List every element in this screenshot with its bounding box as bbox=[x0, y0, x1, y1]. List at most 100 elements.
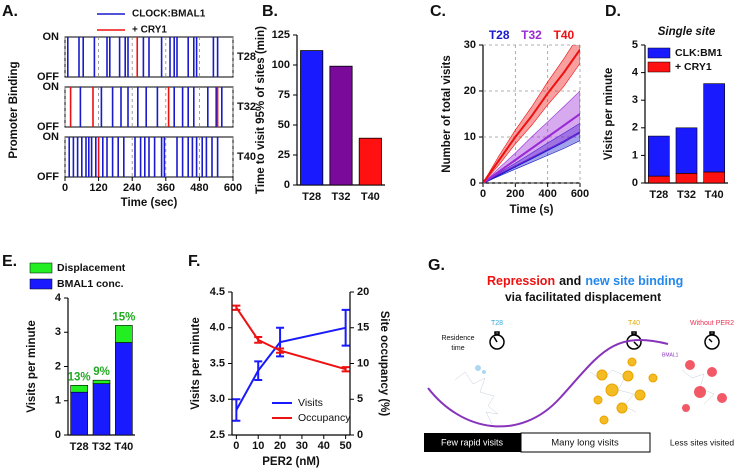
on-label: ON bbox=[43, 131, 60, 143]
error-bar bbox=[341, 366, 350, 373]
x-tick-label: T28 bbox=[302, 191, 321, 203]
legend-label: Visits bbox=[298, 397, 323, 409]
title-red: Repression bbox=[487, 274, 555, 288]
panel-label: F. bbox=[188, 253, 200, 270]
red-sites bbox=[682, 360, 727, 412]
x-tick-label: 120 bbox=[89, 182, 107, 194]
bar bbox=[358, 137, 382, 186]
bar-segment bbox=[648, 175, 670, 184]
legend-label: Occupancy bbox=[298, 412, 351, 424]
bar-segment bbox=[648, 135, 670, 177]
legend-label: + CRY1 bbox=[132, 25, 167, 36]
error-bar bbox=[341, 308, 350, 347]
y-tick-label: 2 bbox=[55, 360, 61, 372]
off-label: OFF bbox=[37, 71, 59, 83]
condition-label: Without PER2 bbox=[690, 320, 734, 327]
bar-segment bbox=[70, 391, 88, 436]
x-tick-label: T40 bbox=[114, 441, 133, 453]
bar-segment bbox=[675, 173, 698, 184]
bar-right bbox=[520, 432, 651, 453]
panel-label: B. bbox=[262, 3, 278, 20]
legend-label: T40 bbox=[553, 28, 574, 42]
panel-label: A. bbox=[2, 3, 18, 20]
y-tick-label: 0 bbox=[632, 177, 638, 189]
x-tick-label: 240 bbox=[123, 182, 141, 194]
y-tick-label: 3 bbox=[55, 326, 61, 338]
series-line bbox=[483, 49, 580, 183]
x-tick-label: T40 bbox=[361, 191, 380, 203]
panel-label: D. bbox=[605, 3, 621, 20]
title-blue: new site binding bbox=[585, 274, 683, 288]
legend-label: T28 bbox=[489, 28, 510, 42]
y-tick-label: 1 bbox=[55, 395, 61, 407]
y-axis-title: Visits per minute bbox=[603, 68, 615, 160]
x-tick-label: T32 bbox=[677, 189, 696, 201]
off-label: OFF bbox=[37, 121, 59, 133]
y-tick-label: 5 bbox=[357, 393, 363, 405]
error-bar bbox=[232, 304, 241, 311]
x-tick-label: 20 bbox=[274, 440, 286, 452]
y-tick-label: 20 bbox=[357, 286, 369, 298]
y-tick-label: 15 bbox=[357, 322, 369, 334]
error-bar bbox=[232, 398, 241, 422]
y-tick-label: 4 bbox=[632, 67, 639, 79]
y-tick-label: 4.5 bbox=[210, 286, 225, 298]
y-tick-label: 25 bbox=[278, 149, 290, 161]
y-tick-label: 5 bbox=[632, 39, 638, 51]
residence-label: time bbox=[451, 345, 464, 352]
bar-left-label: Few rapid visits bbox=[441, 437, 504, 447]
on-label: ON bbox=[43, 81, 60, 93]
residence-label: Residence bbox=[441, 335, 474, 342]
caption: Less sites visited bbox=[670, 437, 735, 447]
bar-segment bbox=[675, 127, 698, 174]
y-tick-label: 2 bbox=[632, 122, 638, 134]
legend-swatch bbox=[29, 278, 53, 290]
y-tick-label: 0 bbox=[284, 179, 290, 191]
bar bbox=[329, 65, 353, 186]
series-line bbox=[483, 113, 580, 183]
y-tick-label: 125 bbox=[272, 29, 290, 41]
condition-label: T28 bbox=[491, 320, 503, 327]
legend-label: CLOCK:BMAL1 bbox=[132, 9, 206, 20]
error-bar bbox=[254, 336, 263, 344]
bar-segment bbox=[703, 83, 725, 173]
bar-segment bbox=[92, 379, 111, 384]
annotation: 15% bbox=[112, 311, 135, 323]
y-tick-label: 10 bbox=[464, 131, 476, 143]
bar-segment bbox=[92, 383, 111, 436]
y-tick-label: 3.5 bbox=[210, 357, 225, 369]
x-tick-label: 400 bbox=[538, 188, 556, 200]
x-axis-title: Time (s) bbox=[510, 204, 554, 216]
error-bar bbox=[254, 360, 263, 381]
legend-swatch bbox=[647, 47, 671, 59]
y-tick-label: 10 bbox=[357, 357, 369, 369]
off-label: OFF bbox=[37, 171, 59, 183]
legend-label: T32 bbox=[521, 28, 542, 42]
row-label: T40 bbox=[237, 151, 256, 163]
legend-swatch bbox=[647, 61, 671, 73]
x-tick-label: T32 bbox=[332, 191, 351, 203]
curve-label: BMAL1 bbox=[662, 352, 679, 358]
bar bbox=[300, 50, 324, 186]
bar-segment bbox=[115, 325, 133, 343]
y-tick-label: 50 bbox=[278, 119, 290, 131]
x-tick-label: 200 bbox=[506, 188, 524, 200]
y-tick-label: 0 bbox=[357, 429, 363, 441]
y-axis-title: Promoter Binding bbox=[8, 61, 20, 158]
diagram: G. Repression and new site binding via fac… bbox=[424, 257, 735, 453]
x-tick-label: T28 bbox=[70, 441, 89, 453]
bar-right-label: Many long visits bbox=[551, 438, 619, 449]
y-tick-label: 4.0 bbox=[210, 322, 225, 334]
legend-label: BMAL1 conc. bbox=[57, 278, 124, 290]
y-axis-title: Site occupancy (%) bbox=[378, 311, 390, 417]
x-tick-label: 600 bbox=[224, 182, 242, 194]
x-tick-label: 50 bbox=[340, 440, 352, 452]
y-tick-label: 1 bbox=[632, 149, 638, 161]
y-tick-label: 100 bbox=[272, 59, 290, 71]
y-tick-label: 30 bbox=[464, 39, 476, 51]
series-line bbox=[235, 307, 346, 371]
condition-label: T40 bbox=[628, 320, 640, 327]
diagram-title: Repression and new site binding bbox=[487, 274, 683, 288]
x-tick-label: 0 bbox=[480, 188, 486, 200]
